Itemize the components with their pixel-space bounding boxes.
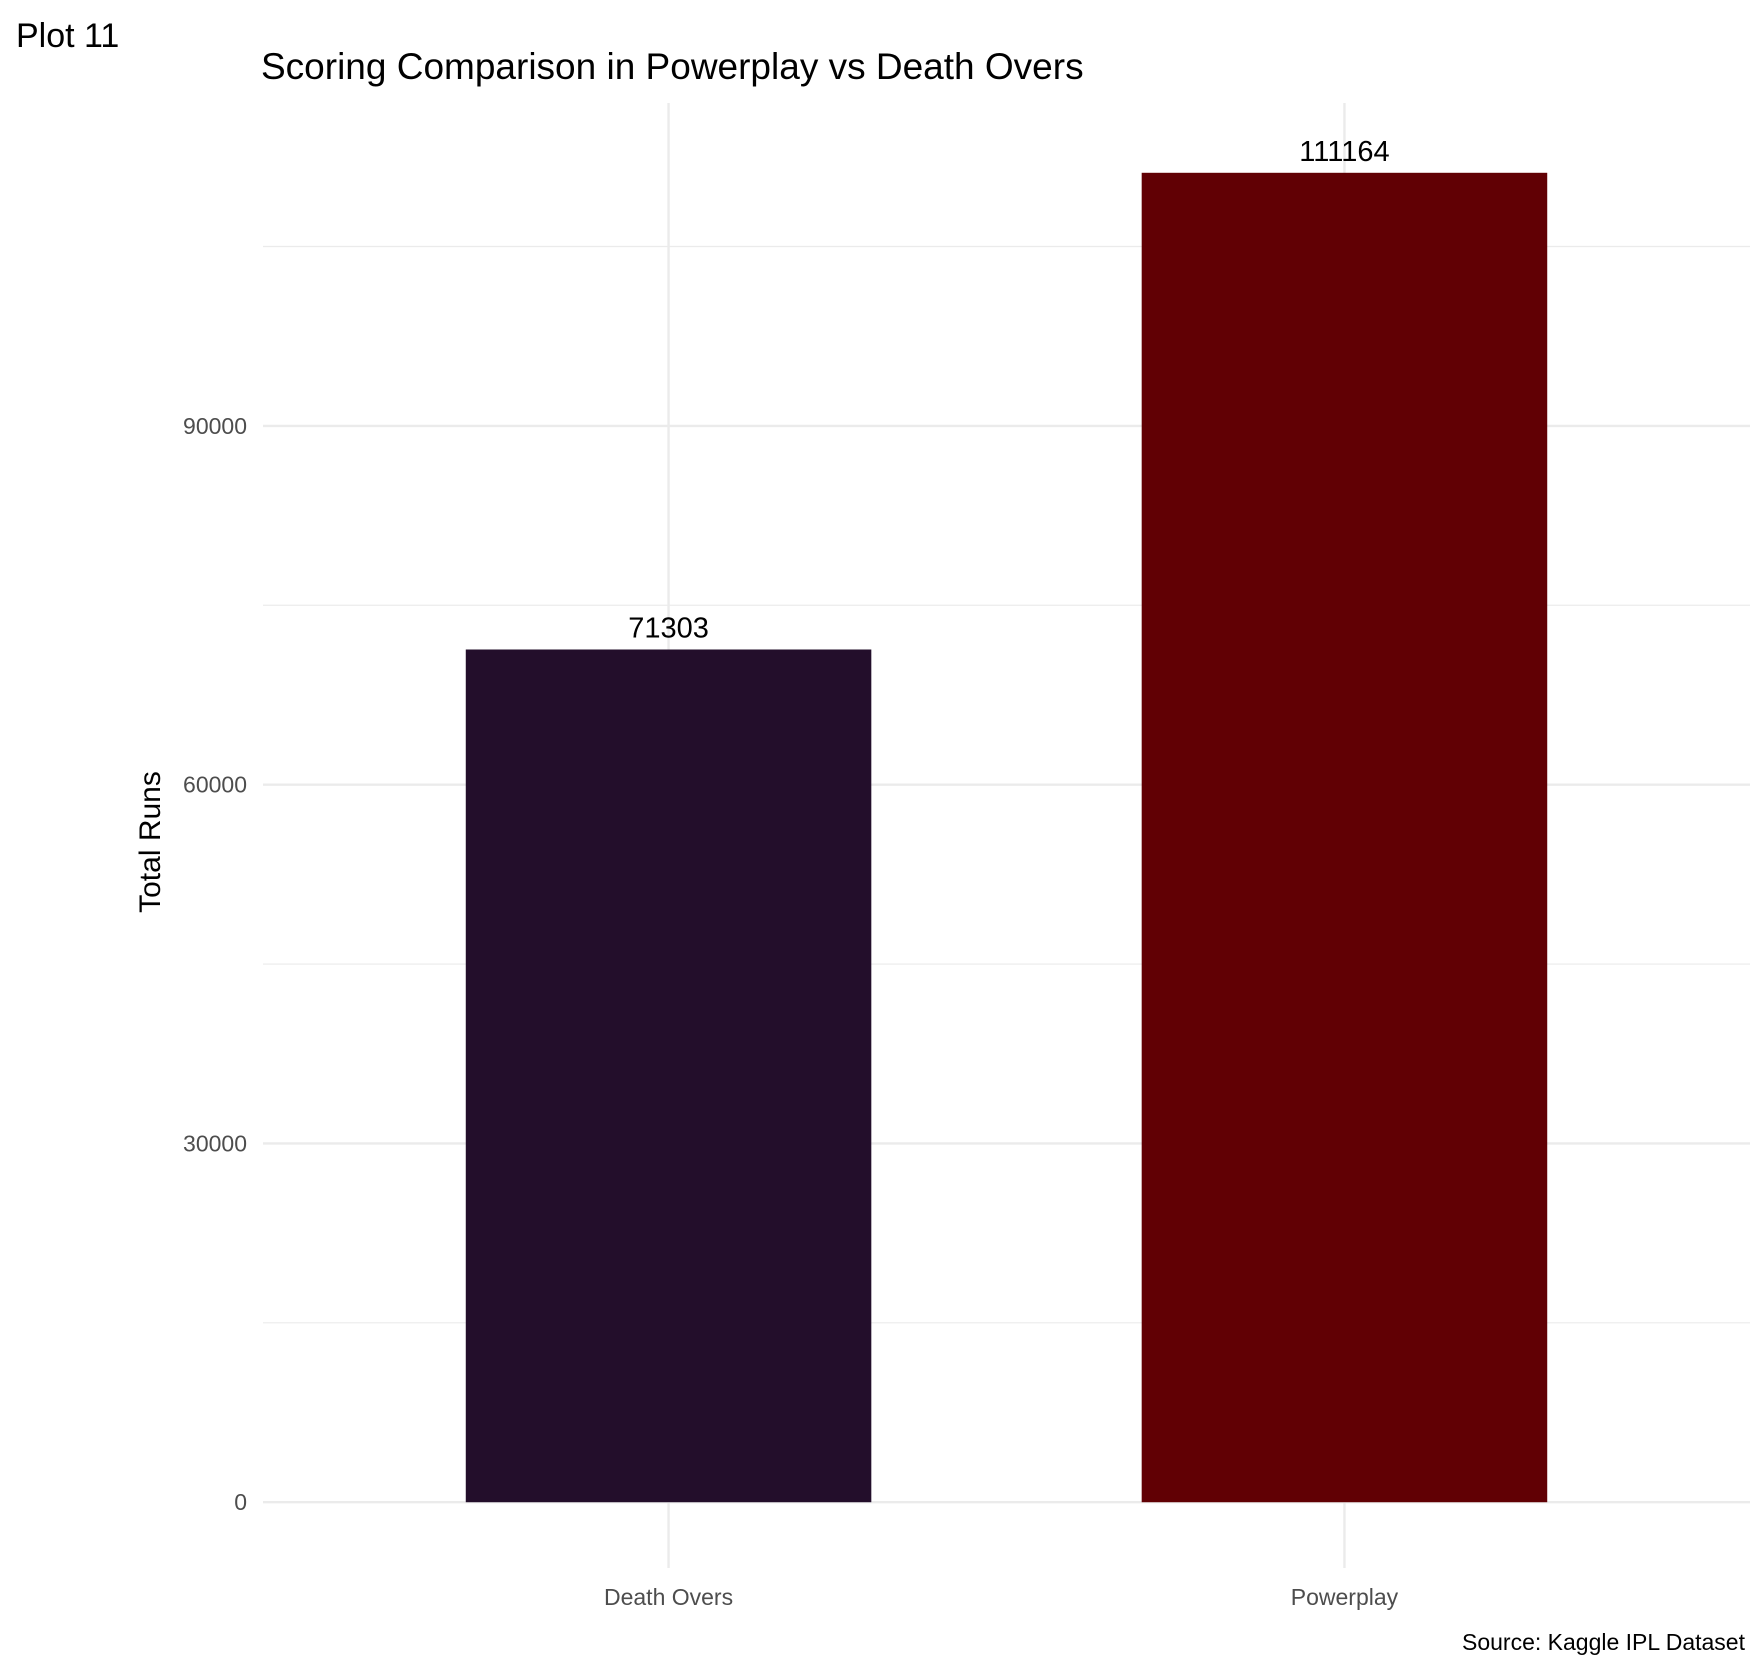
y-axis-ticks: 0 30000 60000 90000 xyxy=(183,413,247,1515)
bar-death-overs xyxy=(465,649,872,1503)
x-tick-label: Death Overs xyxy=(604,1584,733,1610)
chart-title: Scoring Comparison in Powerplay vs Death… xyxy=(261,46,1084,87)
x-axis-ticks: Death Overs Powerplay xyxy=(604,1584,1399,1610)
data-label: 111164 xyxy=(1299,136,1389,168)
y-tick-label: 60000 xyxy=(183,772,247,798)
bars xyxy=(465,172,1548,1503)
plot-tag: Plot 11 xyxy=(16,17,119,55)
y-tick-label: 30000 xyxy=(183,1130,247,1156)
bar-powerplay xyxy=(1141,172,1548,1503)
data-label: 71303 xyxy=(628,612,709,644)
y-tick-label: 90000 xyxy=(183,413,247,439)
source-caption: Source: Kaggle IPL Dataset xyxy=(1462,1629,1746,1655)
y-axis-title: Total Runs xyxy=(134,771,167,913)
data-labels: 71303 111164 xyxy=(628,136,1389,645)
y-tick-label: 0 xyxy=(234,1489,247,1515)
x-tick-label: Powerplay xyxy=(1291,1584,1399,1610)
